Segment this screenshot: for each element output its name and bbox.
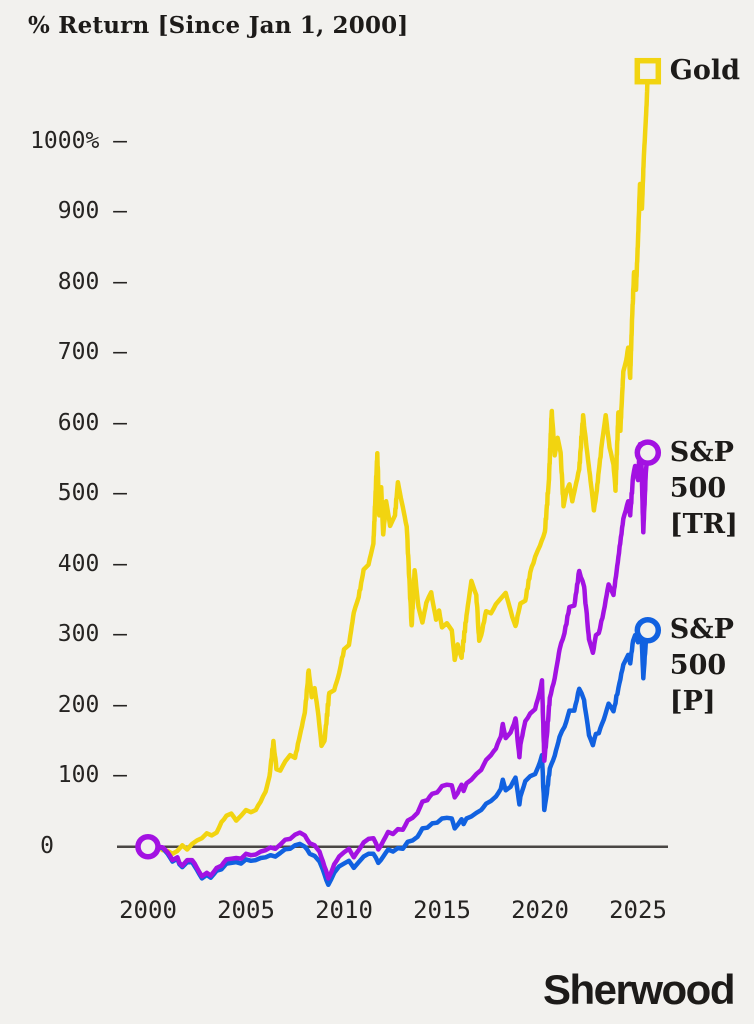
y-tick-600: 600 – bbox=[57, 409, 127, 436]
s-p-500-tr-legend: S&P 500 [TR] bbox=[669, 436, 738, 540]
y-tick-100: 100 – bbox=[57, 762, 127, 789]
x-tick-2005: 2005 bbox=[217, 896, 275, 924]
chart-title: % Return [Since Jan 1, 2000] bbox=[28, 12, 409, 39]
y-tick-700: 700 – bbox=[57, 339, 127, 366]
s-p-500-tr-start-marker bbox=[135, 833, 161, 860]
y-tick-200: 200 – bbox=[57, 691, 127, 718]
y-tick-1000: 1000% – bbox=[30, 127, 127, 154]
s-p-500-tr-end-marker bbox=[634, 439, 662, 466]
y-tick-800: 800 – bbox=[57, 268, 127, 295]
gold-end-marker bbox=[634, 57, 662, 85]
x-tick-2010: 2010 bbox=[315, 896, 373, 924]
y-tick-400: 400 – bbox=[57, 550, 127, 577]
x-tick-2025: 2025 bbox=[609, 896, 667, 924]
x-tick-2020: 2020 bbox=[511, 896, 569, 924]
sherwood-logo: Sherwood bbox=[542, 966, 736, 1013]
s-p-500-p-line bbox=[145, 620, 651, 888]
s-p-500-tr-line bbox=[145, 441, 651, 881]
y-tick-500: 500 – bbox=[57, 480, 127, 507]
y-tick-900: 900 – bbox=[57, 198, 127, 225]
s-p-500-p-end-marker bbox=[634, 617, 662, 644]
s-p-500-p-legend: S&P 500 [P] bbox=[669, 614, 734, 718]
y-tick-0: 0 bbox=[40, 832, 54, 859]
x-tick-2015: 2015 bbox=[413, 896, 471, 924]
x-tick-2000: 2000 bbox=[119, 896, 177, 924]
y-tick-300: 300 – bbox=[57, 621, 127, 648]
gold-line bbox=[145, 68, 651, 857]
gold-legend: Gold bbox=[669, 55, 740, 87]
